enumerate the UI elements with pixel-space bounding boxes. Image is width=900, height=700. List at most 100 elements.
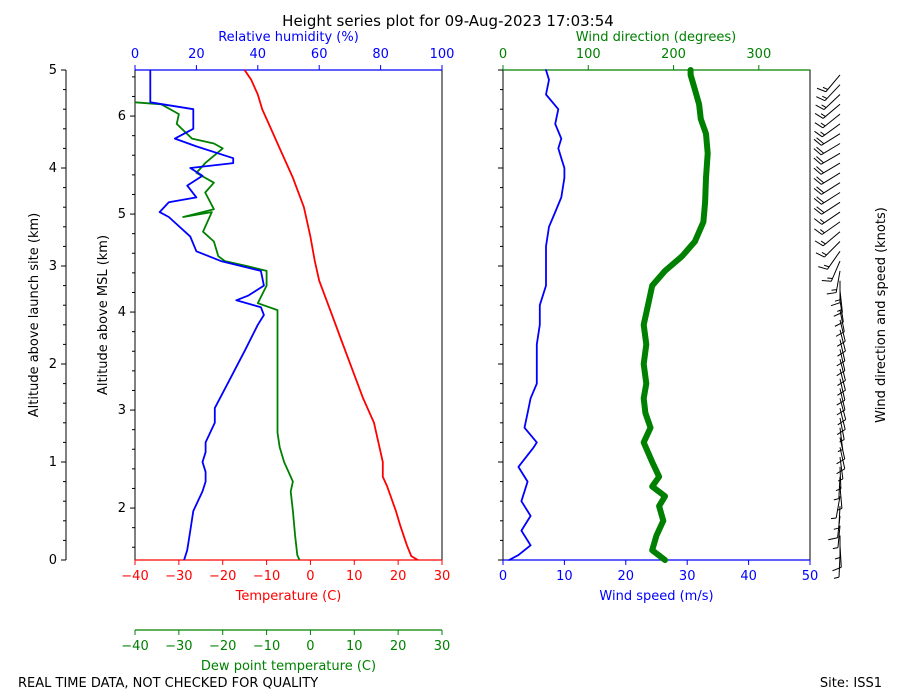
temp-axis-tick-label: −40 [121,569,148,584]
wind-barb-axis-label: Wind direction and speed (knots) [874,207,889,423]
wind-barb-staff [839,417,845,440]
wind-barb-flag [813,138,822,146]
wind-barb-half-flag [833,576,840,579]
wind-barb-flag [836,458,845,465]
footer-left: REAL TIME DATA, NOT CHECKED FOR QUALITY [18,676,318,691]
wind-barb-half-flag [819,219,825,224]
launch-axis-label: Altitude above launch site (km) [27,213,42,417]
wind-barb-staff [820,143,841,156]
wind-barb-half-flag [837,478,844,482]
dew-axis-tick-label: −40 [121,639,148,654]
wind-barb-flag [814,240,824,247]
wind-barb-staff [839,378,846,401]
temperature-line [243,69,419,561]
dew-axis-tick-label: −10 [253,639,280,654]
wind-barb-flag [833,311,843,317]
wind-barb-flag [813,177,822,185]
temp-axis-tick-label: 10 [346,569,363,584]
wind-barb-flag [835,331,845,337]
wind-barb-flag [813,218,823,225]
wind-barb-half-flag [820,122,826,127]
wind-barb-staff [826,251,841,270]
wind-barb-half-flag [821,252,827,256]
wind-barb-half-flag [834,299,841,302]
wind-barb-staff [835,496,841,519]
wind-barb-staff [820,152,841,165]
wind-barb-staff [839,368,846,391]
wind-barb-staff [821,123,841,138]
wind-barb-flag [836,360,846,367]
wind-barb-flag [814,228,823,235]
temp-axis-tick-label: 20 [390,569,407,584]
wind-barb-flag [836,409,846,416]
rh-axis-tick-label: 20 [188,47,205,62]
wdir-axis-tick-label: 100 [576,47,601,62]
dew-axis-label: Dew point temperature (C) [201,659,376,674]
wind-barb-half-flag [820,229,825,234]
wind-barb-flag [813,167,822,175]
wind-barb-half-flag [835,488,842,492]
wdir-axis-tick-label: 200 [661,47,686,62]
wdir-axis-tick-label: 0 [499,47,507,62]
wind-barb-staff [822,103,841,119]
dew-axis-tick-label: 0 [306,639,314,654]
wind-barb-flag [837,350,846,357]
wind-barb-flag [818,266,828,270]
msl-axis-label: Altitude above MSL (km) [96,235,111,395]
wind-barb-staff [821,201,841,215]
wspd-axis-tick-label: 20 [618,569,635,584]
wind-barb-flag [836,399,846,406]
wind-barb-half-flag [830,517,837,520]
wind-barb-flag [814,130,823,138]
wind-barb-flag [816,137,825,145]
msl-axis-tick-label: 3 [118,403,126,418]
rh-axis-label: Relative humidity (%) [218,30,359,45]
wind-barb-half-flag [834,557,841,560]
wspd-axis-tick-label: 40 [740,569,757,584]
wind-barb-flag [821,279,832,282]
wind-barb-half-flag [820,113,826,117]
wind-barb-staff [823,94,841,110]
wind-barb-flag [814,122,824,129]
temp-axis-label: Temperature (C) [235,589,342,604]
msl-axis-tick-label: 4 [118,305,126,320]
rh-axis-tick-label: 40 [250,47,267,62]
wdir-axis-label: Wind direction (degrees) [576,30,736,45]
wind-barb-flag [815,252,825,258]
wind-barb-flag [814,113,824,119]
wind-barb-flag [837,380,846,386]
wind-barb-half-flag [837,449,843,453]
wind-barb-half-flag [820,240,826,245]
wind-barb-flag [813,157,822,165]
wind-barb-flag [813,197,822,205]
wind-barb-staff [820,162,841,175]
dew-axis-tick-label: 30 [434,639,451,654]
launch-axis-tick-label: 4 [49,161,57,176]
wind-barb-half-flag [822,86,828,90]
wind-barb-half-flag [831,289,837,291]
wind-barb-staff [839,398,847,420]
wind-barb-staff [824,241,841,258]
relative-humidity-line [149,70,265,561]
wind-barb-half-flag [837,308,843,312]
wind-barb-half-flag [836,507,843,511]
wind-barb-staff [839,349,846,371]
wind-barb-staff [839,388,846,411]
wind-barb-flag [816,186,825,194]
wind-barb-flag [816,176,825,184]
wind-speed-line [508,69,566,561]
wind-barb-flag [816,87,827,93]
temp-axis-tick-label: 0 [306,569,314,584]
rh-axis-tick-label: 80 [372,47,389,62]
wind-barb-staff [839,427,844,450]
wind-barb-half-flag [832,547,839,550]
temp-axis-tick-label: −30 [165,569,192,584]
rh-axis-tick-label: 100 [430,47,455,62]
left-panel: 0 1 2 3 4 5 Altitude above launch site (km) 2 3 4… [27,30,454,674]
wspd-axis-tick-label: 30 [679,569,696,584]
dew-axis-tick-label: 10 [346,639,363,654]
launch-axis-tick-label: 3 [49,259,57,274]
wspd-axis-label: Wind speed (m/s) [599,589,713,604]
